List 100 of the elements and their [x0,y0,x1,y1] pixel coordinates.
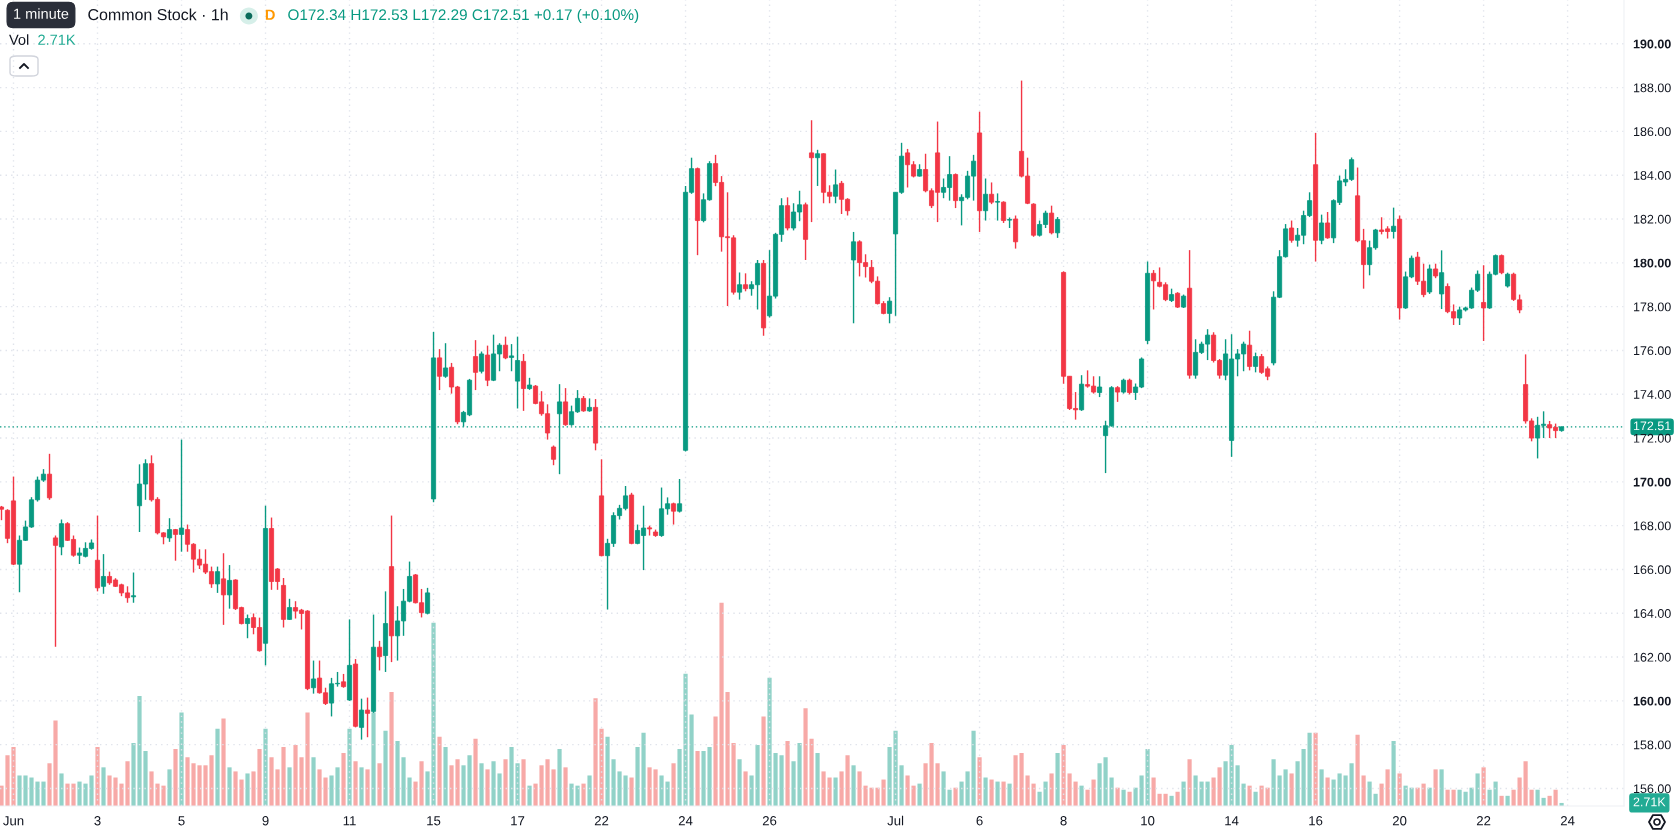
bar [359,767,364,806]
bar [995,781,1000,806]
candlestick [1427,263,1433,295]
candlestick [46,453,53,501]
bar [263,728,268,806]
candlestick [377,640,383,672]
bar [581,783,586,806]
bar [1253,791,1258,806]
bar [695,751,700,806]
bar [95,746,100,806]
bar [671,763,676,806]
bar [1313,732,1318,806]
bar [503,759,508,806]
candlestick [1391,206,1397,240]
x-tick-label: 17 [511,816,525,826]
candlestick [365,696,371,738]
bar [1391,740,1396,806]
bar [1181,781,1186,806]
candlestick [214,565,221,594]
bar [1049,773,1054,806]
candlestick [437,348,443,391]
bar [983,777,988,806]
bar [587,775,592,806]
candlestick [1049,204,1055,236]
bar [365,769,370,806]
candlestick [677,478,683,514]
bar [227,767,232,806]
candlestick [287,598,293,621]
y-tick-label: 190.00 [1633,39,1671,49]
x-tick-label: Jun [3,816,24,826]
candlestick [887,296,893,324]
bar [521,759,526,806]
bar [1127,791,1132,806]
bar [1505,795,1510,806]
bar [1397,773,1402,806]
candlestick [1481,264,1487,342]
chart-title: Vol [9,34,29,45]
x-tick-label: 22 [1476,816,1491,826]
bar [479,763,484,806]
bar [179,712,184,806]
candlestick [473,339,479,391]
bar [1055,753,1060,806]
y-tick-label: 158.00 [1633,740,1671,750]
candlestick [1151,269,1157,311]
x-tick-label: 24 [678,816,693,826]
candlestick [851,231,857,324]
bar [443,746,448,806]
x-tick-label: 16 [1309,816,1323,826]
candlestick [785,196,791,232]
x-tick-label: 3 [94,816,101,826]
annotation: 1 minute [14,8,69,19]
candlestick [172,528,179,562]
bar [1439,769,1444,806]
candlestick [58,518,65,556]
y-tick-label: 172.00 [1633,433,1671,443]
candlestick [1055,216,1061,239]
bar [1325,777,1330,806]
bar [563,767,568,806]
candlestick [983,177,989,222]
annotation: D [265,9,275,20]
x-tick-label: 9 [262,816,269,826]
candlestick [479,350,485,375]
y-tick-label: 156.00 [1633,784,1671,794]
bar [629,777,634,806]
candlestick [1253,351,1259,374]
bar [737,759,742,806]
x-tick-label: 20 [1392,816,1407,826]
bar [953,787,958,806]
bar [101,767,106,806]
bar [437,736,442,806]
bar [1187,759,1192,806]
candlestick [815,149,821,187]
bar [341,753,346,806]
bar [473,738,478,806]
bar [1169,795,1174,806]
bar [1007,783,1012,806]
bar [1121,789,1126,806]
candlestick [809,119,815,223]
y-tick-label: 166.00 [1633,565,1671,575]
bar [215,728,220,806]
bar [815,753,820,806]
x-tick-label: 10 [1141,816,1155,826]
bar [743,771,748,806]
candlestick [1319,213,1325,245]
bar [917,783,922,806]
x-tick-label: 22 [594,816,609,826]
text: 2.71K [1633,797,1666,807]
x-tick-label: 26 [762,816,777,826]
chart-title: Common Stock · 1h [88,8,228,21]
bar [389,692,394,806]
y-tick-label: 164.00 [1633,609,1671,618]
bar [1001,781,1006,806]
bar [1433,769,1438,806]
y-tick-label: 182.00 [1633,214,1671,224]
bar [167,769,172,806]
bar [311,757,316,806]
bar [383,730,388,806]
x-tick-label: 5 [178,816,185,826]
candlestick [100,553,107,595]
bar [59,773,64,806]
